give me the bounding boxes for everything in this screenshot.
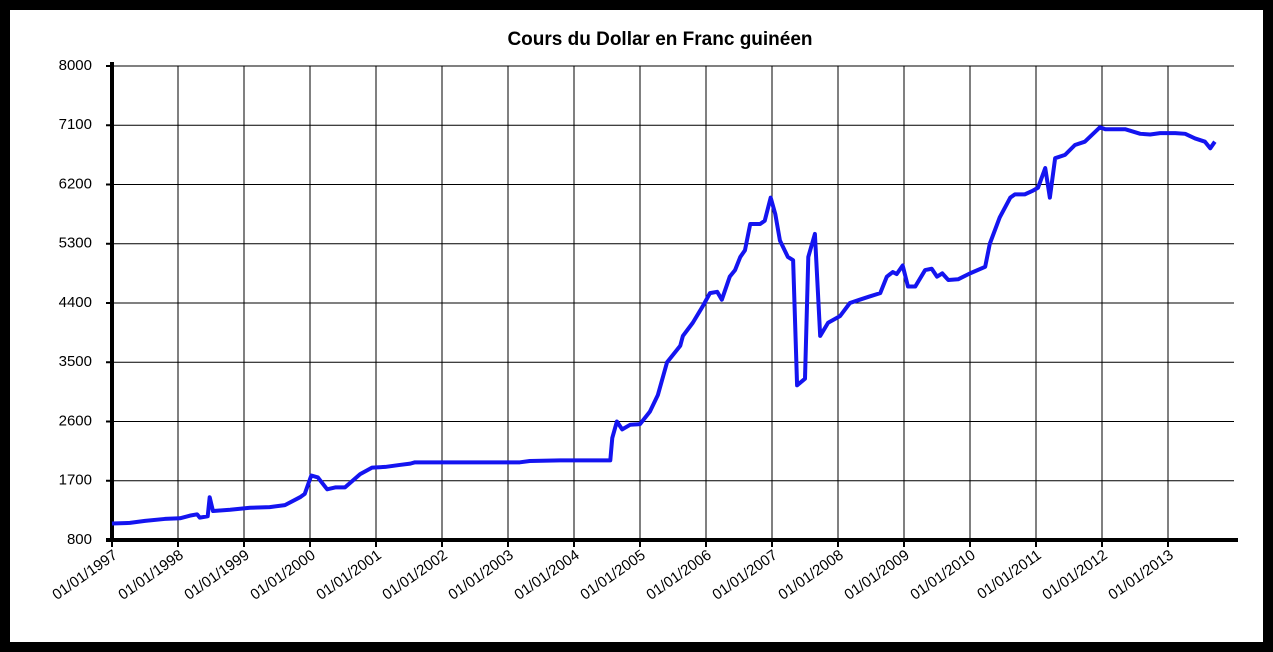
y-tick-label: 6200 xyxy=(59,175,92,192)
y-tick-label: 7100 xyxy=(59,116,92,133)
y-tick-label: 5300 xyxy=(59,235,92,252)
chart-title: Cours du Dollar en Franc guinéen xyxy=(507,29,812,50)
y-tick-label: 1700 xyxy=(59,472,92,489)
data-line xyxy=(111,125,1217,526)
y-tick-label: 800 xyxy=(67,531,92,548)
y-tick-label: 3500 xyxy=(59,353,92,370)
y-tick-label: 2600 xyxy=(59,412,92,429)
y-tick-label: 8000 xyxy=(59,57,92,74)
y-tick-label: 4400 xyxy=(59,294,92,311)
